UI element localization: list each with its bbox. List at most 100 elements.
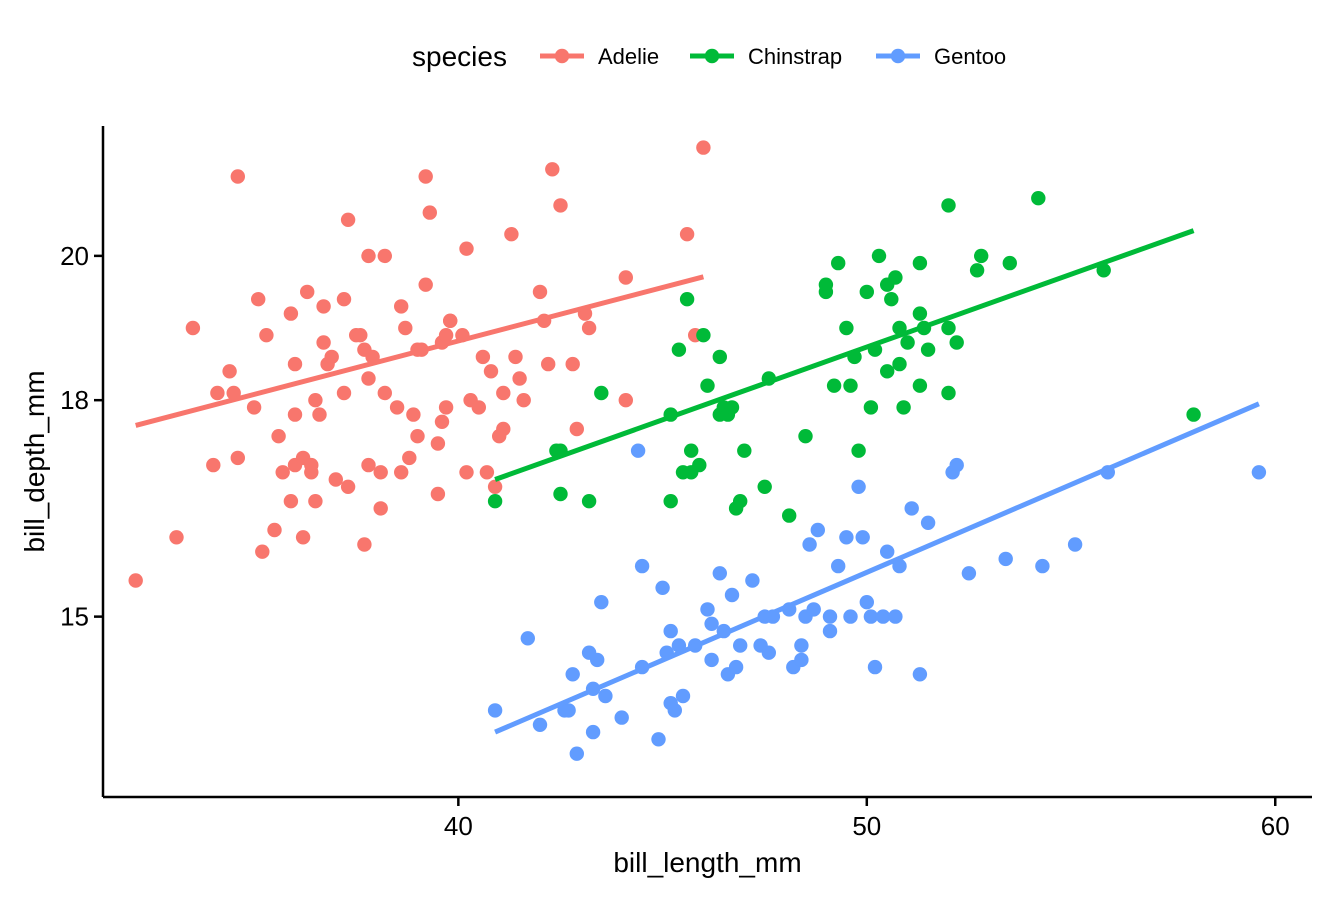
data-point: [312, 407, 327, 422]
data-point: [430, 486, 446, 502]
data-point: [728, 659, 744, 675]
data-point: [361, 457, 376, 473]
data-point: [851, 443, 866, 458]
data-point: [418, 169, 433, 184]
data-point: [839, 530, 854, 545]
series-chinstrap-points: [487, 191, 1201, 523]
legend-label: Gentoo: [934, 44, 1006, 69]
data-point: [941, 320, 956, 336]
data-point: [684, 443, 699, 458]
data-point: [496, 421, 511, 437]
data-point: [287, 356, 303, 372]
data-point: [422, 205, 437, 220]
x-tick-label: 60: [1261, 811, 1290, 841]
data-point: [831, 558, 846, 574]
y-tick-label: 15: [60, 602, 89, 632]
data-point: [361, 248, 376, 264]
data-point: [377, 385, 392, 401]
x-tick-label: 40: [444, 811, 473, 841]
data-point: [283, 494, 299, 509]
data-point: [569, 746, 584, 761]
data-point: [520, 631, 535, 646]
data-point: [512, 371, 527, 386]
data-point: [267, 522, 282, 538]
data-point: [275, 465, 290, 480]
data-point: [259, 328, 274, 343]
data-point: [782, 508, 797, 523]
data-point: [169, 530, 184, 545]
data-point: [704, 616, 719, 631]
data-point: [900, 335, 915, 350]
data-point: [794, 652, 809, 668]
data-point: [880, 364, 895, 379]
data-point: [745, 573, 760, 588]
data-point: [561, 703, 576, 718]
data-point: [671, 342, 687, 357]
data-point: [471, 400, 486, 415]
data-point: [884, 292, 899, 307]
trend-layer: [135, 228, 1260, 735]
data-point: [839, 320, 854, 336]
data-point: [316, 299, 331, 314]
data-point: [295, 530, 311, 545]
data-point: [634, 558, 650, 574]
data-point: [410, 429, 425, 444]
data-point: [679, 292, 695, 307]
data-point: [581, 320, 597, 336]
data-point: [961, 566, 977, 581]
data-point: [340, 212, 356, 227]
legend-item-adelie: Adelie: [540, 44, 659, 69]
data-point: [859, 595, 874, 610]
data-point: [585, 724, 601, 740]
data-point: [516, 393, 531, 408]
data-point: [667, 703, 682, 718]
data-point: [892, 356, 907, 372]
data-point: [912, 306, 928, 321]
data-point: [553, 486, 568, 502]
y-tick-label: 20: [60, 241, 89, 271]
data-point: [1067, 537, 1083, 552]
data-point: [733, 494, 748, 509]
data-point: [598, 688, 613, 704]
data-point: [941, 198, 956, 213]
data-point: [831, 255, 846, 271]
data-point: [361, 371, 376, 386]
data-point: [581, 494, 597, 509]
data-point: [692, 457, 707, 473]
data-point: [475, 349, 491, 365]
data-point: [679, 227, 695, 242]
data-point: [880, 544, 895, 559]
data-point: [565, 667, 580, 682]
data-point: [430, 436, 446, 451]
data-point: [230, 169, 245, 184]
data-point: [1035, 558, 1050, 574]
data-point: [553, 198, 568, 213]
data-point: [459, 241, 474, 256]
data-point: [377, 248, 392, 264]
y-axis-title: bill_depth_mm: [19, 370, 50, 552]
data-point: [357, 537, 372, 552]
legend-label: Chinstrap: [748, 44, 842, 69]
data-point: [398, 320, 413, 336]
data-point: [696, 328, 711, 343]
data-point: [704, 652, 719, 668]
series-gentoo-points: [487, 443, 1267, 761]
data-point: [541, 356, 556, 372]
data-point: [246, 400, 262, 415]
data-point: [806, 602, 821, 617]
data-point: [394, 465, 409, 480]
data-point: [1096, 263, 1111, 278]
data-point: [912, 255, 928, 271]
data-point: [545, 162, 560, 177]
data-point: [324, 349, 339, 365]
data-point: [532, 717, 548, 732]
data-point: [863, 609, 879, 624]
data-point: [406, 407, 421, 422]
data-point: [875, 609, 891, 624]
legend: species Adelie Chinstrap Gentoo: [412, 41, 1006, 72]
data-point: [663, 623, 678, 639]
data-point: [737, 443, 752, 458]
trend-line-gentoo: [494, 401, 1260, 735]
data-point: [438, 400, 454, 415]
